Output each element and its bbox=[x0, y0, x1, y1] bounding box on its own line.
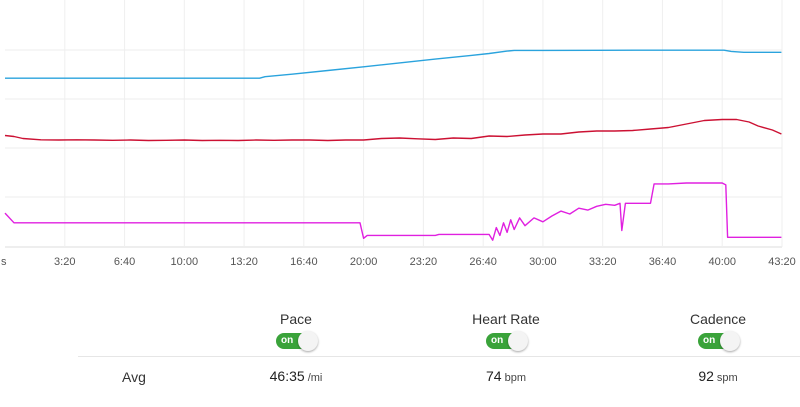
toggle-knob bbox=[298, 331, 318, 351]
activity-chart: s 3:20 6:40 10:00 13:20 16:40 20:00 23:20 26:40 3… bbox=[1, 0, 796, 268]
x-tick-label: 30:00 bbox=[529, 256, 557, 268]
stats-panel: Pace on Heart Rate on Cadence on Avg 46:… bbox=[0, 300, 800, 407]
x-tick-label: 3:20 bbox=[54, 256, 75, 268]
pace-avg-value: 46:35 bbox=[269, 368, 305, 384]
cadence-toggle-label: on bbox=[703, 335, 716, 346]
cadence-avg: 92 spm bbox=[648, 368, 788, 386]
pace-header: Pace on bbox=[226, 311, 366, 354]
series-line bbox=[5, 49, 782, 79]
heart-rate-toggle-label: on bbox=[491, 335, 504, 346]
heart-rate-header: Heart Rate on bbox=[436, 311, 576, 354]
x-tick-label: 20:00 bbox=[350, 256, 378, 268]
avg-row-label: Avg bbox=[122, 369, 146, 385]
pace-avg: 46:35/mi bbox=[226, 368, 366, 386]
pace-avg-unit: /mi bbox=[307, 372, 323, 384]
heart-rate-toggle[interactable]: on bbox=[486, 331, 528, 351]
heart-rate-avg-value: 74 bbox=[486, 368, 502, 384]
cadence-avg-unit: spm bbox=[716, 372, 738, 384]
x-tick-label: 6:40 bbox=[114, 256, 135, 268]
pace-toggle-label: on bbox=[281, 335, 294, 346]
divider bbox=[78, 356, 800, 357]
toggle-knob bbox=[508, 331, 528, 351]
x-tick-label: s bbox=[1, 256, 7, 268]
x-tick-label: 43:20 bbox=[768, 256, 796, 268]
x-tick-label: 10:00 bbox=[171, 256, 199, 268]
cadence-toggle[interactable]: on bbox=[698, 331, 740, 351]
cadence-avg-value: 92 bbox=[698, 368, 714, 384]
heart-rate-avg-unit: bpm bbox=[504, 372, 526, 384]
x-tick-label: 36:40 bbox=[649, 256, 677, 268]
series-line bbox=[4, 118, 782, 142]
cadence-title: Cadence bbox=[689, 311, 747, 327]
heart-rate-avg: 74 bpm bbox=[436, 368, 576, 386]
pace-title: Pace bbox=[280, 311, 312, 327]
cadence-header: Cadence on bbox=[648, 311, 788, 354]
x-tick-label: 26:40 bbox=[469, 256, 497, 268]
toggle-knob bbox=[720, 331, 740, 351]
pace-toggle[interactable]: on bbox=[276, 331, 318, 351]
x-tick-label: 23:20 bbox=[410, 256, 438, 268]
heart-rate-title: Heart Rate bbox=[472, 311, 540, 327]
x-tick-label: 13:20 bbox=[230, 256, 258, 268]
series-line bbox=[4, 182, 782, 241]
x-tick-label: 16:40 bbox=[290, 256, 318, 268]
x-tick-label: 40:00 bbox=[708, 256, 736, 268]
x-tick-label: 33:20 bbox=[589, 256, 617, 268]
